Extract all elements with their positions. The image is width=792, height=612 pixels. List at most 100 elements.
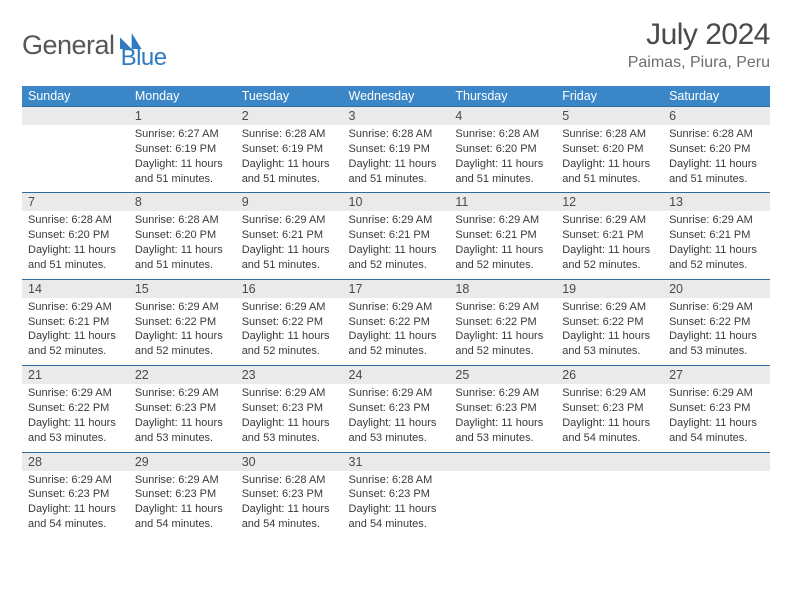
- sunset-line: Sunset: 6:20 PM: [562, 142, 657, 157]
- sunrise-line: Sunrise: 6:29 AM: [669, 213, 764, 228]
- daylight-line: Daylight: 11 hours and 52 minutes.: [349, 329, 444, 359]
- daylight-line: Daylight: 11 hours and 51 minutes.: [135, 243, 230, 273]
- sunrise-line: Sunrise: 6:29 AM: [669, 386, 764, 401]
- sunset-line: Sunset: 6:23 PM: [669, 401, 764, 416]
- weekday-header: Wednesday: [343, 86, 450, 106]
- sunset-line: Sunset: 6:21 PM: [349, 228, 444, 243]
- day-number: 7: [22, 192, 129, 211]
- day-number: 12: [556, 192, 663, 211]
- daylight-line: Daylight: 11 hours and 53 minutes.: [28, 416, 123, 446]
- calendar-cell: 29Sunrise: 6:29 AMSunset: 6:23 PMDayligh…: [129, 452, 236, 538]
- sunset-line: Sunset: 6:23 PM: [135, 487, 230, 502]
- sunset-line: Sunset: 6:19 PM: [135, 142, 230, 157]
- day-info: Sunrise: 6:28 AMSunset: 6:20 PMDaylight:…: [449, 125, 556, 192]
- sunrise-line: Sunrise: 6:29 AM: [562, 300, 657, 315]
- calendar-cell: 2Sunrise: 6:28 AMSunset: 6:19 PMDaylight…: [236, 106, 343, 192]
- sunrise-line: Sunrise: 6:29 AM: [242, 300, 337, 315]
- day-info: Sunrise: 6:28 AMSunset: 6:23 PMDaylight:…: [343, 471, 450, 538]
- day-info: Sunrise: 6:29 AMSunset: 6:22 PMDaylight:…: [663, 298, 770, 365]
- day-info: Sunrise: 6:29 AMSunset: 6:21 PMDaylight:…: [663, 211, 770, 278]
- day-info: Sunrise: 6:28 AMSunset: 6:19 PMDaylight:…: [343, 125, 450, 192]
- daylight-line: Daylight: 11 hours and 52 minutes.: [349, 243, 444, 273]
- weekday-header: Sunday: [22, 86, 129, 106]
- calendar-cell: 18Sunrise: 6:29 AMSunset: 6:22 PMDayligh…: [449, 279, 556, 365]
- day-number: 17: [343, 279, 450, 298]
- calendar-week-row: 28Sunrise: 6:29 AMSunset: 6:23 PMDayligh…: [22, 452, 770, 538]
- sunrise-line: Sunrise: 6:29 AM: [28, 386, 123, 401]
- calendar-cell: 13Sunrise: 6:29 AMSunset: 6:21 PMDayligh…: [663, 192, 770, 278]
- page-header: General Blue July 2024 Paimas, Piura, Pe…: [22, 18, 770, 72]
- sunset-line: Sunset: 6:22 PM: [455, 315, 550, 330]
- day-info-empty: [663, 471, 770, 538]
- day-number: 3: [343, 106, 450, 125]
- day-info: Sunrise: 6:28 AMSunset: 6:20 PMDaylight:…: [129, 211, 236, 278]
- calendar-week-row: 1Sunrise: 6:27 AMSunset: 6:19 PMDaylight…: [22, 106, 770, 192]
- calendar-cell: [449, 452, 556, 538]
- daylight-line: Daylight: 11 hours and 52 minutes.: [28, 329, 123, 359]
- daylight-line: Daylight: 11 hours and 53 minutes.: [669, 329, 764, 359]
- day-number: 16: [236, 279, 343, 298]
- sunrise-line: Sunrise: 6:28 AM: [349, 473, 444, 488]
- calendar-cell: 25Sunrise: 6:29 AMSunset: 6:23 PMDayligh…: [449, 365, 556, 451]
- calendar-cell: 17Sunrise: 6:29 AMSunset: 6:22 PMDayligh…: [343, 279, 450, 365]
- calendar-cell: 16Sunrise: 6:29 AMSunset: 6:22 PMDayligh…: [236, 279, 343, 365]
- day-info: Sunrise: 6:28 AMSunset: 6:23 PMDaylight:…: [236, 471, 343, 538]
- day-info: Sunrise: 6:29 AMSunset: 6:22 PMDaylight:…: [449, 298, 556, 365]
- daylight-line: Daylight: 11 hours and 52 minutes.: [562, 243, 657, 273]
- calendar-cell: 3Sunrise: 6:28 AMSunset: 6:19 PMDaylight…: [343, 106, 450, 192]
- calendar-cell: 28Sunrise: 6:29 AMSunset: 6:23 PMDayligh…: [22, 452, 129, 538]
- day-number: 29: [129, 452, 236, 471]
- day-number: 28: [22, 452, 129, 471]
- sunrise-line: Sunrise: 6:29 AM: [455, 300, 550, 315]
- calendar-table: SundayMondayTuesdayWednesdayThursdayFrid…: [22, 86, 770, 538]
- calendar-cell: 31Sunrise: 6:28 AMSunset: 6:23 PMDayligh…: [343, 452, 450, 538]
- daylight-line: Daylight: 11 hours and 51 minutes.: [242, 243, 337, 273]
- daylight-line: Daylight: 11 hours and 54 minutes.: [135, 502, 230, 532]
- daylight-line: Daylight: 11 hours and 51 minutes.: [135, 157, 230, 187]
- day-info: Sunrise: 6:29 AMSunset: 6:23 PMDaylight:…: [236, 384, 343, 451]
- day-info: Sunrise: 6:29 AMSunset: 6:22 PMDaylight:…: [343, 298, 450, 365]
- sunset-line: Sunset: 6:21 PM: [242, 228, 337, 243]
- day-number: 25: [449, 365, 556, 384]
- sunrise-line: Sunrise: 6:28 AM: [349, 127, 444, 142]
- day-info: Sunrise: 6:29 AMSunset: 6:23 PMDaylight:…: [343, 384, 450, 451]
- day-number: 6: [663, 106, 770, 125]
- daylight-line: Daylight: 11 hours and 53 minutes.: [562, 329, 657, 359]
- sunset-line: Sunset: 6:20 PM: [669, 142, 764, 157]
- calendar-cell: 5Sunrise: 6:28 AMSunset: 6:20 PMDaylight…: [556, 106, 663, 192]
- sunrise-line: Sunrise: 6:28 AM: [455, 127, 550, 142]
- day-number: 23: [236, 365, 343, 384]
- day-number: 24: [343, 365, 450, 384]
- sunset-line: Sunset: 6:23 PM: [28, 487, 123, 502]
- day-info: Sunrise: 6:29 AMSunset: 6:23 PMDaylight:…: [129, 384, 236, 451]
- day-number: [449, 452, 556, 471]
- day-info-empty: [22, 125, 129, 192]
- sunset-line: Sunset: 6:23 PM: [242, 401, 337, 416]
- sunset-line: Sunset: 6:19 PM: [242, 142, 337, 157]
- calendar-cell: 27Sunrise: 6:29 AMSunset: 6:23 PMDayligh…: [663, 365, 770, 451]
- sunrise-line: Sunrise: 6:28 AM: [562, 127, 657, 142]
- day-number: [556, 452, 663, 471]
- day-info: Sunrise: 6:29 AMSunset: 6:23 PMDaylight:…: [663, 384, 770, 451]
- sunset-line: Sunset: 6:22 PM: [349, 315, 444, 330]
- sunrise-line: Sunrise: 6:29 AM: [455, 386, 550, 401]
- day-number: 9: [236, 192, 343, 211]
- sunset-line: Sunset: 6:22 PM: [242, 315, 337, 330]
- sunset-line: Sunset: 6:21 PM: [669, 228, 764, 243]
- day-info: Sunrise: 6:29 AMSunset: 6:23 PMDaylight:…: [22, 471, 129, 538]
- day-info: Sunrise: 6:29 AMSunset: 6:22 PMDaylight:…: [22, 384, 129, 451]
- calendar-cell: 23Sunrise: 6:29 AMSunset: 6:23 PMDayligh…: [236, 365, 343, 451]
- day-info: Sunrise: 6:29 AMSunset: 6:22 PMDaylight:…: [129, 298, 236, 365]
- daylight-line: Daylight: 11 hours and 54 minutes.: [669, 416, 764, 446]
- day-number: 21: [22, 365, 129, 384]
- day-number: [663, 452, 770, 471]
- sunset-line: Sunset: 6:22 PM: [135, 315, 230, 330]
- daylight-line: Daylight: 11 hours and 51 minutes.: [349, 157, 444, 187]
- day-number: 10: [343, 192, 450, 211]
- calendar-cell: [556, 452, 663, 538]
- calendar-cell: 4Sunrise: 6:28 AMSunset: 6:20 PMDaylight…: [449, 106, 556, 192]
- sunrise-line: Sunrise: 6:28 AM: [135, 213, 230, 228]
- calendar-cell: 8Sunrise: 6:28 AMSunset: 6:20 PMDaylight…: [129, 192, 236, 278]
- sunset-line: Sunset: 6:22 PM: [562, 315, 657, 330]
- day-number: 14: [22, 279, 129, 298]
